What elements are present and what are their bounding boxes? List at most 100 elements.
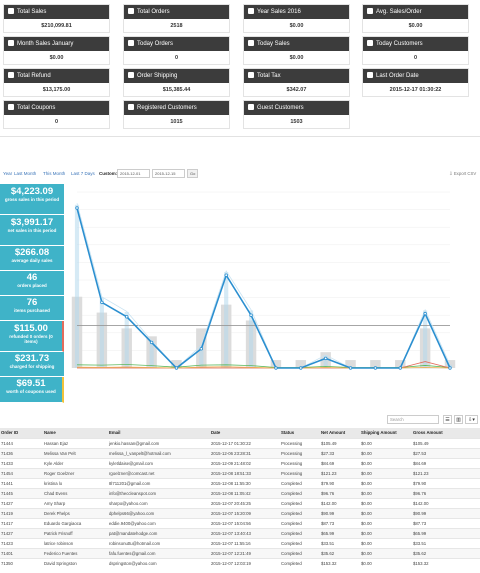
table-row[interactable]: 71350 David Springston dspringston@yahoo.c…: [0, 557, 480, 568]
gross-sales-bar: [323, 355, 328, 368]
table-search-input[interactable]: Search: [387, 415, 439, 424]
columns-icon[interactable]: ▥: [454, 415, 463, 424]
summary-item[interactable]: $266.08 average daily sales: [0, 246, 64, 271]
table-cell: $121.23: [412, 467, 480, 478]
table-cell: $96.76: [412, 487, 480, 498]
table-cell: $0.00: [360, 517, 412, 528]
table-row[interactable]: 71401 Federico Fuentes fafu.fuentes@gmail.…: [0, 547, 480, 558]
net-sales-point: [199, 347, 204, 351]
table-row[interactable]: 71441 kristina lo 8l711201@gmail.com 2015-1…: [0, 477, 480, 488]
table-cell: pat@mandatehodge.com: [108, 527, 210, 538]
summary-item[interactable]: $69.51 worth of coupons used: [0, 377, 64, 403]
summary-item[interactable]: $115.00 refunded 0 orders (0 items): [0, 321, 64, 352]
table-cell: kristina lo: [43, 477, 108, 488]
table-header-row: Order ID Name Email Date Status Net Amount Shi…: [0, 428, 480, 438]
table-cell: Processing: [280, 467, 320, 478]
guest-icon: [248, 104, 254, 110]
users-icon: [128, 104, 134, 110]
table-row[interactable]: 71445 Chad Evens info@theccleanspot.com 201…: [0, 487, 480, 498]
stat-label: Today Orders: [137, 41, 174, 47]
column-header[interactable]: Email: [108, 428, 210, 438]
column-header[interactable]: Net Amount: [320, 428, 360, 438]
summary-item[interactable]: 46 orders placed: [0, 271, 64, 296]
table-cell: Completed: [280, 517, 320, 528]
gross-sales-bar: [74, 204, 80, 368]
table-cell: $0.00: [360, 527, 412, 538]
net-sales-point: [398, 366, 402, 370]
filter-last-month[interactable]: Last Month: [14, 171, 37, 176]
summary-item[interactable]: 76 items purchased: [0, 296, 64, 321]
stat-value: $210,099.81: [41, 23, 72, 29]
table-cell: Federico Fuentes: [43, 547, 108, 558]
stat-header: Month Sales January: [4, 37, 109, 51]
column-header[interactable]: Order ID: [0, 428, 43, 438]
stat-box: Today Customers 0: [362, 36, 469, 65]
summary-value: $231.73: [14, 353, 50, 364]
column-header[interactable]: Shipping Amount: [360, 428, 412, 438]
table-cell: 2015-12-09 21:48:02: [210, 457, 280, 468]
table-row[interactable]: 71436 Melissa Van Pelt melissa_l_vanpelt@h…: [0, 447, 480, 458]
column-header[interactable]: Name: [43, 428, 108, 438]
summary-value: 46: [26, 272, 38, 283]
stat-value: 2518: [170, 23, 183, 29]
custom-label: Custom:: [99, 171, 118, 176]
table-cell: $96.76: [320, 487, 360, 498]
table-row[interactable]: 71454 Roger Goelzner rgoelzner@comcast.net…: [0, 467, 480, 478]
table-cell: $142.00: [320, 497, 360, 508]
table-row[interactable]: 71417 Eduardo Gargiaoca eddie.9400@yahoo.c…: [0, 517, 480, 528]
table-row[interactable]: 71444 Hassan Ejaz jenkio.hassan@gmail.com 2…: [0, 437, 480, 448]
gross-sales-bar: [149, 340, 154, 368]
stat-box: Year Sales 2016 $0.00: [243, 4, 350, 33]
table-row[interactable]: 71433 Kyle Alder kyletldaise@gmail.com 2015…: [0, 457, 480, 468]
summary-item[interactable]: $3,991.17 net sales in this period: [0, 215, 64, 246]
table-cell: Patrick Frisnoff: [43, 527, 108, 538]
stat-box: Total Refund $13,175.00: [3, 68, 110, 97]
table-cell: 2015-12-06 23:28:31: [210, 447, 280, 458]
list-view-icon[interactable]: ☰: [443, 415, 452, 424]
refund-icon: [8, 72, 14, 78]
gross-sales-bar: [124, 312, 129, 368]
table-row[interactable]: 71423 latrice robinson robinsonuttu@hotmai…: [0, 537, 480, 548]
table-cell: Processing: [280, 447, 320, 458]
gross-sales-bar: [248, 310, 254, 368]
table-cell: $27.53: [412, 447, 480, 458]
table-cell: 71454: [0, 467, 43, 478]
summary-item[interactable]: $4,223.09 gross sales in this period: [0, 184, 64, 215]
export-csv-button[interactable]: ⇩ Export CSV: [449, 171, 476, 177]
net-sales-point: [174, 366, 179, 370]
chart-icon: [367, 8, 373, 14]
filter-last-7-days[interactable]: Last 7 Days: [71, 171, 95, 176]
go-button[interactable]: Go: [187, 169, 198, 178]
export-table-icon[interactable]: ⇩▾: [465, 415, 478, 424]
date-from-input[interactable]: 2015-12-01: [117, 169, 150, 178]
stat-value: $0.00: [49, 55, 64, 61]
stat-header: Registered Customers: [124, 101, 229, 115]
column-header[interactable]: Date: [210, 428, 280, 438]
net-sales-point: [423, 311, 427, 316]
summary-item[interactable]: $231.73 charged for shipping: [0, 352, 64, 377]
table-row[interactable]: 71419 Derek Phelps dphelps66@yahoo.com 2015…: [0, 507, 480, 518]
table-cell: 2015-12-07 12:03:19: [210, 557, 280, 568]
table-row[interactable]: 71427 Amy Sharp sharpo@yahoo.com 2015-12-07…: [0, 497, 480, 508]
stat-header: Guest Customers: [244, 101, 349, 115]
net-sales-point: [274, 366, 278, 370]
date-to-input[interactable]: 2015-12-15: [152, 169, 185, 178]
summary-value: $266.08: [14, 247, 50, 258]
filter-this-month[interactable]: This Month: [43, 171, 66, 176]
filter-year[interactable]: Year: [3, 171, 13, 176]
orders-icon: [128, 40, 134, 46]
column-header[interactable]: Gross Amount: [412, 428, 480, 438]
table-cell: 71427: [0, 527, 43, 538]
table-cell: $90.99: [320, 507, 360, 518]
table-cell: 71445: [0, 487, 43, 498]
column-header[interactable]: Status: [280, 428, 320, 438]
orders-bar: [370, 360, 381, 368]
table-cell: $0.00: [360, 547, 412, 558]
stat-box: Avg. Sales/Order $0.00: [362, 4, 469, 33]
table-cell: Processing: [280, 457, 320, 468]
stat-value: 2015-12-17 01:30:22: [389, 87, 442, 93]
table-cell: $33.51: [412, 537, 480, 548]
table-row[interactable]: 71427 Patrick Frisnoff pat@mandatehodge.co…: [0, 527, 480, 538]
table-cell: Completed: [280, 507, 320, 518]
stat-box: Last Order Date 2015-12-17 01:30:22: [362, 68, 469, 97]
